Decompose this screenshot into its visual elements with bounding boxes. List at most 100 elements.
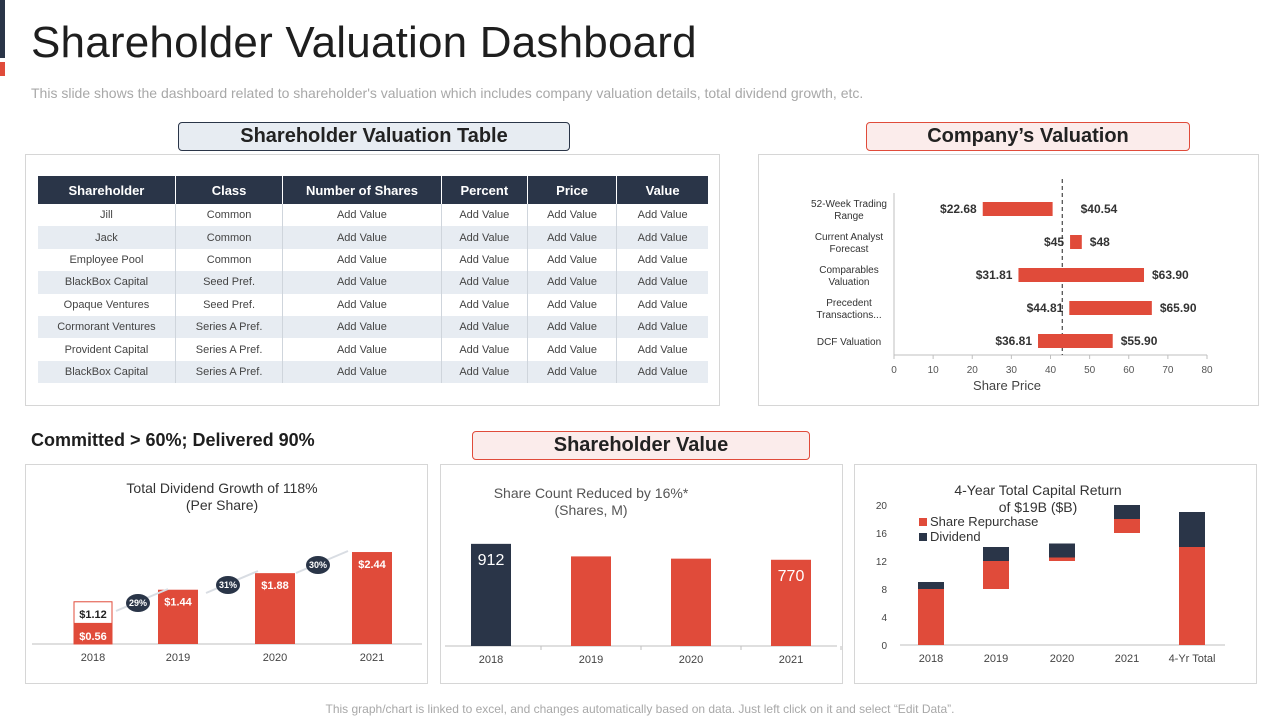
category-label: 52-Week Trading Range xyxy=(811,199,887,222)
bar-value-label: 912 xyxy=(478,552,505,569)
repurchase-segment xyxy=(983,561,1009,589)
x-tick-label: 2019 xyxy=(984,653,1008,665)
table-row[interactable]: Jack Common Add Value Add Value Add Value Add… xyxy=(38,226,708,249)
table-row[interactable]: Opaque Ventures Seed Pref. Add Value Add Va… xyxy=(38,293,708,316)
table-row[interactable]: Cormorant Ventures Series A Pref. Add Valu… xyxy=(38,315,708,339)
category-label: Comparables Valuation xyxy=(819,265,878,288)
table-cell: Seed Pref. xyxy=(175,271,284,294)
table-header-cell[interactable]: Value xyxy=(616,176,708,204)
dividend-segment xyxy=(1049,543,1075,558)
x-tick-label: 10 xyxy=(928,365,940,376)
table-cell: Add Value xyxy=(527,360,618,384)
dividend-segment xyxy=(1179,512,1205,547)
table-header-cell[interactable]: Percent xyxy=(441,176,528,204)
table-cell: Add Value xyxy=(527,293,618,316)
table-cell: Add Value xyxy=(441,315,528,339)
dividend-segment xyxy=(983,547,1009,561)
range-bar xyxy=(1070,235,1082,249)
x-tick-label: 2019 xyxy=(166,652,190,664)
table-cell: BlackBox Capital xyxy=(38,360,176,384)
chart-title: 4-Year Total Capital Return xyxy=(954,482,1121,498)
range-bar xyxy=(1018,268,1145,282)
table-row[interactable]: BlackBox Capital Seed Pref. Add Value Add V… xyxy=(38,271,708,294)
table-row[interactable]: BlackBox Capital Series A Pref. Add Value A… xyxy=(38,360,708,384)
low-value-label: $22.68 xyxy=(940,202,977,216)
valuation-table-heading: Shareholder Valuation Table xyxy=(178,122,570,151)
low-value-label: $36.81 xyxy=(995,334,1032,348)
table-row[interactable]: Jill Common Add Value Add Value Add Value Add… xyxy=(38,204,708,227)
dividend-growth-chart[interactable]: Total Dividend Growth of 118%(Per Share)… xyxy=(26,465,427,683)
table-row[interactable]: Employee Pool Common Add Value Add Value Add… xyxy=(38,248,708,272)
company-valuation-heading: Company’s Valuation xyxy=(866,122,1190,151)
high-value-label: $48 xyxy=(1090,235,1110,249)
x-tick-label: 80 xyxy=(1201,365,1213,376)
growth-bubble xyxy=(126,594,150,612)
range-bar xyxy=(982,202,1053,216)
table-cell: Common xyxy=(175,248,284,272)
x-tick-label: 4-Yr Total xyxy=(1169,653,1216,665)
table-cell: BlackBox Capital xyxy=(38,271,176,294)
share-count-chart[interactable]: Share Count Reduced by 16%*(Shares, M) 91… xyxy=(441,465,842,683)
growth-label: 30% xyxy=(309,560,327,570)
title-accent-bar xyxy=(0,0,5,58)
x-tick-label: 2019 xyxy=(579,654,603,666)
low-value-label: $45 xyxy=(1044,235,1064,249)
share-count-bar xyxy=(571,556,611,646)
table-cell: Add Value xyxy=(527,226,618,249)
table-cell: Add Value xyxy=(637,209,688,222)
table-cell: Add Value xyxy=(637,343,688,356)
table-cell: Add Value xyxy=(282,338,442,361)
table-cell: Add Value xyxy=(441,293,528,316)
company-valuation-chart[interactable]: 0 10 20 30 40 50 60 70 80 Share Price 52-Week Trad… xyxy=(759,155,1258,405)
table-cell: Jack xyxy=(38,226,176,249)
x-tick-label: 60 xyxy=(1123,365,1135,376)
chart-title: Share Count Reduced by 16%* xyxy=(494,485,689,501)
low-value-label: $44.81 xyxy=(1027,301,1064,315)
table-cell: Add Value xyxy=(527,315,618,339)
table-cell: Common xyxy=(175,226,284,249)
table-cell: Series A Pref. xyxy=(175,315,284,339)
table-header-cell[interactable]: Shareholder xyxy=(38,176,176,204)
x-tick-label: 2020 xyxy=(263,652,287,664)
title-accent-marker xyxy=(0,62,5,76)
table-cell: Jill xyxy=(38,204,176,227)
table-cell: Cormorant Ventures xyxy=(38,315,176,339)
table-cell: Add Value xyxy=(282,248,442,272)
table-cell: Opaque Ventures xyxy=(38,293,176,316)
bar-value-label: 770 xyxy=(778,568,805,585)
x-tick-label: 2021 xyxy=(360,652,384,664)
dividend-growth-panel: Total Dividend Growth of 118% (Per Share)… xyxy=(25,464,428,684)
repurchase-segment xyxy=(1049,557,1075,561)
table-cell: Add Value xyxy=(441,226,528,249)
y-tick-label: 16 xyxy=(876,529,888,540)
chart-subtitle: of $19B ($B) xyxy=(999,499,1078,515)
repurchase-segment xyxy=(1114,519,1140,533)
table-cell: Series A Pref. xyxy=(175,338,284,361)
x-tick-label: 2018 xyxy=(81,652,105,664)
table-header-cell[interactable]: Class xyxy=(175,176,284,204)
table-row[interactable]: Provident Capital Series A Pref. Add Value… xyxy=(38,338,708,361)
dividend-bar xyxy=(158,589,198,644)
share-count-bar xyxy=(771,559,811,646)
page-title: Shareholder Valuation Dashboard xyxy=(31,18,697,67)
table-cell: Series A Pref. xyxy=(175,360,284,384)
table-cell: Add Value xyxy=(441,271,528,294)
growth-bubble xyxy=(216,576,240,594)
valuation-table[interactable]: Shareholder Class Number of Shares Percent P… xyxy=(38,176,708,384)
share-count-panel: Share Count Reduced by 16%* (Shares, M) 91… xyxy=(440,464,843,684)
table-cell: Add Value xyxy=(527,338,618,361)
x-tick-label: 2020 xyxy=(1050,653,1074,665)
table-header-cell[interactable]: Number of Shares xyxy=(282,176,442,204)
table-cell: Add Value xyxy=(616,315,708,339)
page-subtitle: This slide shows the dashboard related t… xyxy=(31,85,864,101)
x-tick-label: 2021 xyxy=(1115,653,1139,665)
legend-label: Share Repurchase xyxy=(930,514,1038,529)
table-header-cell[interactable]: Price xyxy=(527,176,618,204)
growth-bubble xyxy=(306,556,330,574)
table-cell: Add Value xyxy=(441,338,528,361)
x-axis-title: Share Price xyxy=(973,378,1041,393)
legend-label: Dividend xyxy=(930,529,981,544)
table-cell: Add Value xyxy=(282,226,442,249)
table-cell: Add Value xyxy=(441,248,528,272)
